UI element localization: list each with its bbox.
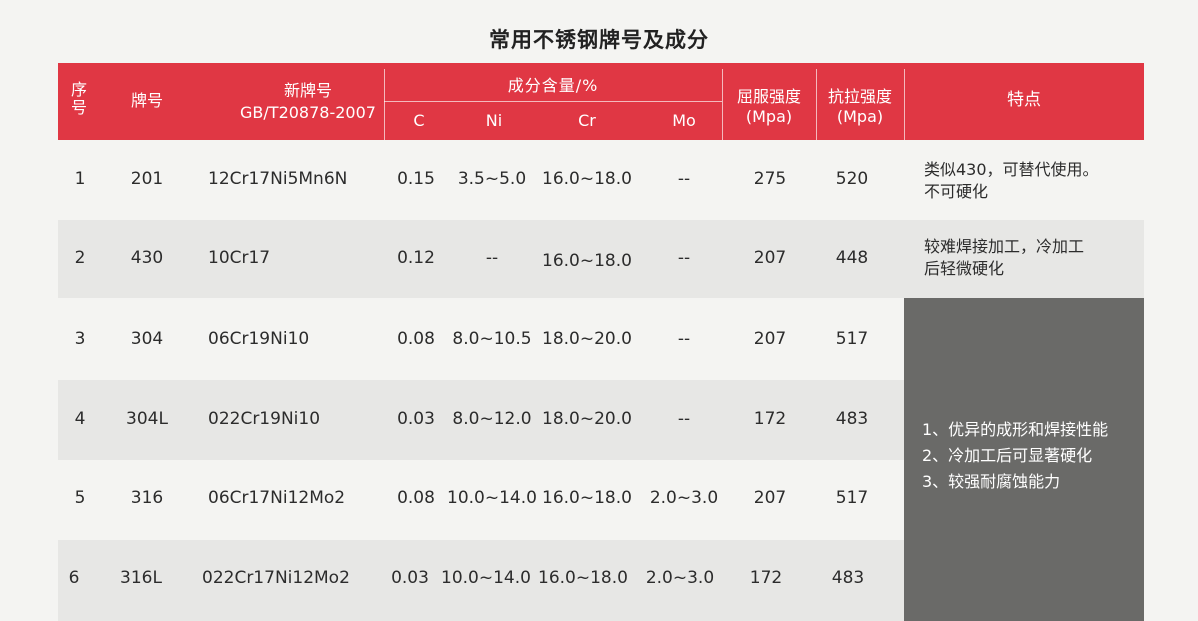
cell-tensile: 448 xyxy=(835,248,869,268)
cell-grade: 201 xyxy=(130,169,164,189)
cell-new-grade: 12Cr17Ni5Mn6N xyxy=(208,169,348,189)
cell-mo: -- xyxy=(677,248,691,268)
feature-line: 较难焊接加工，冷加工 xyxy=(924,237,1085,256)
cell-c: 0.08 xyxy=(397,488,435,508)
header-yield: 屈服强度 xyxy=(736,87,801,106)
header-divider xyxy=(816,69,817,140)
cell-ni: 3.5~5.0 xyxy=(457,169,527,189)
shared-feature-line: 1、优异的成形和焊接性能 xyxy=(922,420,1109,439)
cell-new-grade: 10Cr17 xyxy=(208,248,271,268)
cell-ni: 10.0~14.0 xyxy=(447,488,537,508)
table-row: 2 430 10Cr17 0.12 -- 16.0~18.0 -- 207 44… xyxy=(58,220,1144,298)
feature-line: 不可硬化 xyxy=(924,182,989,201)
cell-cr: 16.0~18.0 xyxy=(538,568,628,588)
header-ni: Ni xyxy=(485,111,503,130)
cell-feature: 较难焊接加工，冷加工 后轻微硬化 xyxy=(924,236,1084,280)
cell-c: 0.08 xyxy=(397,329,435,349)
cell-c: 0.15 xyxy=(397,169,435,189)
header-divider xyxy=(384,69,385,140)
header-tensile-unit: (Mpa) xyxy=(836,107,884,126)
cell-yield: 207 xyxy=(753,329,787,349)
table-row: 1 201 12Cr17Ni5Mn6N 0.15 3.5~5.0 16.0~18… xyxy=(58,140,1144,220)
cell-seq: 2 xyxy=(74,248,86,268)
header-new-grade-line1: 新牌号 xyxy=(283,81,332,100)
cell-cr: 16.0~18.0 xyxy=(542,251,632,271)
cell-ni: 8.0~10.5 xyxy=(452,329,532,349)
header-seq: 序号 xyxy=(70,80,87,117)
header-new-grade-line2: GB/T20878-2007 xyxy=(240,103,376,122)
header-divider xyxy=(904,69,905,140)
header-cr: Cr xyxy=(578,111,596,130)
cell-yield: 172 xyxy=(753,409,787,429)
cell-new-grade: 06Cr17Ni12Mo2 xyxy=(208,488,346,508)
cell-new-grade: 022Cr17Ni12Mo2 xyxy=(202,568,350,588)
header-yield-unit: (Mpa) xyxy=(745,107,793,126)
cell-cr: 16.0~18.0 xyxy=(542,488,632,508)
cell-tensile: 517 xyxy=(835,488,869,508)
header-divider xyxy=(722,69,723,140)
cell-new-grade: 022Cr19Ni10 xyxy=(208,409,321,429)
cell-new-grade: 06Cr19Ni10 xyxy=(208,329,310,349)
page-title: 常用不锈钢牌号及成分 xyxy=(489,28,709,52)
cell-tensile: 517 xyxy=(835,329,869,349)
cell-grade: 430 xyxy=(130,248,164,268)
feature-line: 类似430，可替代使用。 xyxy=(924,160,1099,179)
cell-grade: 316L xyxy=(120,568,162,588)
shared-feature-line: 2、冷加工后可显著硬化 xyxy=(922,446,1093,465)
cell-cr: 18.0~20.0 xyxy=(542,409,632,429)
shared-feature-line: 3、较强耐腐蚀能力 xyxy=(922,472,1061,491)
cell-mo: 2.0~3.0 xyxy=(645,568,715,588)
header-mo: Mo xyxy=(672,111,696,130)
cell-seq: 1 xyxy=(74,169,86,189)
cell-ni: -- xyxy=(485,248,499,268)
cell-yield: 172 xyxy=(749,568,783,588)
shared-feature-box xyxy=(904,298,1144,621)
cell-tensile: 483 xyxy=(831,568,865,588)
header-composition: 成分含量/% xyxy=(507,76,599,95)
cell-grade: 304L xyxy=(126,409,168,429)
cell-ni: 10.0~14.0 xyxy=(441,568,531,588)
cell-yield: 207 xyxy=(753,248,787,268)
cell-c: 0.03 xyxy=(391,568,429,588)
header-c: C xyxy=(413,111,425,130)
cell-grade: 316 xyxy=(130,488,164,508)
shared-feature-text: 1、优异的成形和焊接性能 2、冷加工后可显著硬化 3、较强耐腐蚀能力 xyxy=(922,417,1108,495)
cell-tensile: 483 xyxy=(835,409,869,429)
cell-yield: 207 xyxy=(753,488,787,508)
cell-cr: 18.0~20.0 xyxy=(542,329,632,349)
cell-mo: 2.0~3.0 xyxy=(649,488,719,508)
header-tensile: 抗拉强度 xyxy=(827,87,892,106)
cell-c: 0.03 xyxy=(397,409,435,429)
cell-seq: 4 xyxy=(74,409,86,429)
cell-tensile: 520 xyxy=(835,169,869,189)
cell-seq: 3 xyxy=(74,329,86,349)
cell-mo: -- xyxy=(677,329,691,349)
cell-mo: -- xyxy=(677,169,691,189)
cell-c: 0.12 xyxy=(397,248,435,268)
feature-line: 后轻微硬化 xyxy=(924,259,1005,278)
cell-seq: 6 xyxy=(68,568,80,588)
cell-feature: 类似430，可替代使用。 不可硬化 xyxy=(924,159,1099,203)
cell-ni: 8.0~12.0 xyxy=(452,409,532,429)
cell-grade: 304 xyxy=(130,329,164,349)
cell-seq: 5 xyxy=(74,488,86,508)
cell-cr: 16.0~18.0 xyxy=(542,169,632,189)
header-grade: 牌号 xyxy=(130,91,163,110)
header-composition-underline xyxy=(384,101,722,102)
table-header: 序号 牌号 新牌号 GB/T20878-2007 成分含量/% C Ni Cr … xyxy=(58,63,1144,140)
cell-yield: 275 xyxy=(753,169,787,189)
cell-mo: -- xyxy=(677,409,691,429)
header-feature: 特点 xyxy=(1007,90,1041,110)
